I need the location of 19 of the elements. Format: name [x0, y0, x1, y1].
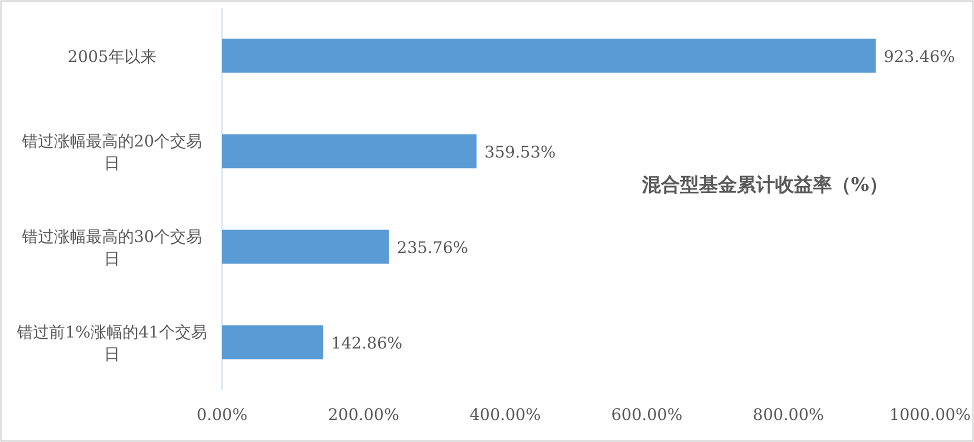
x-tick-label: 400.00% — [470, 405, 541, 424]
bar — [222, 325, 324, 360]
data-label: 235.76% — [396, 238, 468, 257]
data-label: 923.46% — [884, 46, 955, 66]
x-tick-label: 800.00% — [752, 405, 824, 424]
x-tick-label: 600.00% — [611, 405, 682, 424]
bar — [222, 134, 477, 168]
y-tick-label: 错过涨幅最高的30个交易日 — [20, 226, 202, 268]
x-tick-label: 0.00% — [196, 405, 248, 424]
x-tick-label: 200.00% — [328, 405, 400, 424]
y-tick-label: 2005年以来 — [68, 46, 156, 66]
data-label: 359.53% — [484, 142, 556, 162]
x-tick-label: 1000.00% — [889, 405, 971, 424]
bar — [222, 230, 389, 264]
text: 混合型基金累计收益率（%） — [640, 174, 888, 196]
bar — [222, 38, 876, 73]
y-tick-label: 错过涨幅最高的20个交易日 — [20, 131, 202, 172]
y-tick-label: 错过前1%涨幅的41个交易日 — [16, 322, 207, 364]
data-label: 142.86% — [331, 333, 402, 352]
